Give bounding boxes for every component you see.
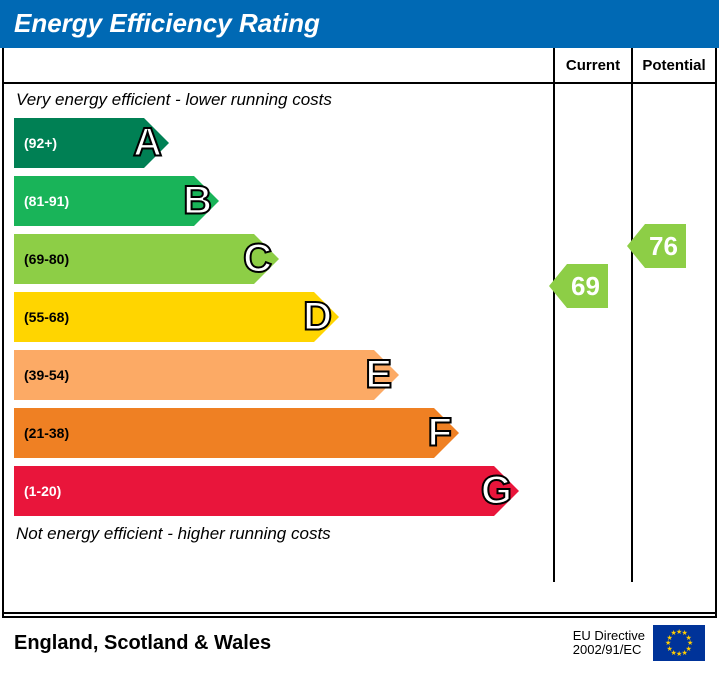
chart-body: Current Potential Very energy efficient …: [2, 48, 717, 618]
potential-pointer: 76: [645, 224, 686, 268]
note-bottom: Not energy efficient - higher running co…: [16, 524, 553, 544]
current-pointer: 69: [567, 264, 608, 308]
title-bar: Energy Efficiency Rating: [0, 0, 719, 48]
band-letter: B: [183, 179, 212, 224]
band-range: (69-80): [24, 251, 69, 267]
band-bar: (21-38)F: [14, 408, 434, 458]
band-bar: (55-68)D: [14, 292, 314, 342]
bands-area: Very energy efficient - lower running co…: [4, 84, 555, 582]
current-column: 69: [555, 84, 633, 582]
rating-band-d: (55-68) D: [14, 292, 553, 342]
band-range: (81-91): [24, 193, 69, 209]
band-bar: (92+)A: [14, 118, 144, 168]
note-top: Very energy efficient - lower running co…: [16, 90, 553, 110]
eu-star-icon: ★: [682, 649, 688, 657]
directive-line1: EU Directive: [573, 628, 645, 643]
epc-chart: Energy Efficiency Rating Current Potenti…: [0, 0, 719, 675]
band-letter: F: [428, 411, 452, 456]
current-value: 69: [571, 271, 600, 302]
region-label: England, Scotland & Wales: [14, 632, 573, 655]
band-letter: E: [365, 353, 392, 398]
rating-band-e: (39-54) E: [14, 350, 553, 400]
column-header-current: Current: [555, 48, 633, 82]
potential-column: 76: [633, 84, 715, 582]
rating-band-a: (92+) A: [14, 118, 553, 168]
eu-star-icon: ★: [671, 629, 677, 637]
band-range: (55-68): [24, 309, 69, 325]
rating-band-g: (1-20) G: [14, 466, 553, 516]
directive-label: EU Directive 2002/91/EC: [573, 629, 645, 658]
chart-row: Very energy efficient - lower running co…: [4, 84, 715, 582]
potential-value: 76: [649, 231, 678, 262]
band-bar: (39-54)E: [14, 350, 374, 400]
band-bar: (81-91)B: [14, 176, 194, 226]
bottom-bar: England, Scotland & Wales EU Directive 2…: [0, 618, 719, 668]
bands-container: (92+) A (81-91) B (69-80) C (55-68) D (39-54) E (2…: [14, 118, 553, 516]
band-range: (21-38): [24, 425, 69, 441]
band-letter: C: [243, 237, 272, 282]
band-bar: (1-20)G: [14, 466, 494, 516]
rating-band-f: (21-38) F: [14, 408, 553, 458]
band-letter: A: [133, 121, 162, 166]
rating-band-c: (69-80) C: [14, 234, 553, 284]
band-bar: (69-80)C: [14, 234, 254, 284]
directive-line2: 2002/91/EC: [573, 642, 642, 657]
eu-flag-icon: ★★★★★★★★★★★★: [653, 625, 705, 661]
band-range: (1-20): [24, 483, 61, 499]
column-header-potential: Potential: [633, 48, 715, 82]
header-spacer: [4, 48, 555, 82]
band-letter: G: [481, 469, 512, 514]
header-row: Current Potential: [4, 48, 715, 84]
band-letter: D: [303, 295, 332, 340]
band-range: (92+): [24, 135, 57, 151]
footer-spacer: [4, 582, 715, 614]
band-range: (39-54): [24, 367, 69, 383]
rating-band-b: (81-91) B: [14, 176, 553, 226]
chart-title: Energy Efficiency Rating: [14, 8, 320, 38]
